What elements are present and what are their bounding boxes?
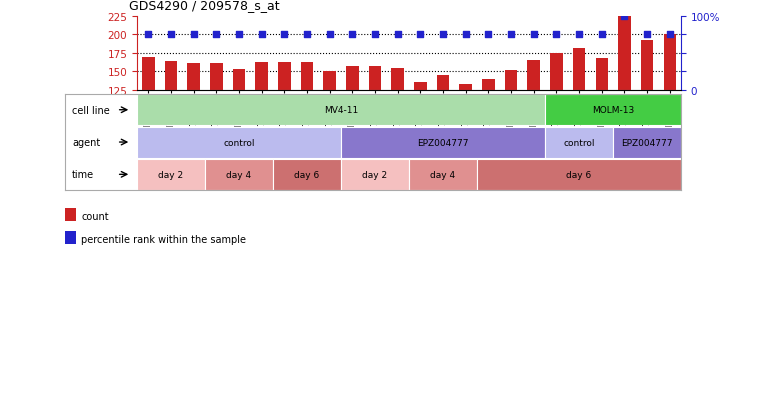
Bar — [137, 95, 545, 126]
Point — [346, 32, 358, 38]
Text: cell line: cell line — [72, 105, 110, 116]
Bar — [618, 17, 631, 91]
Bar — [641, 41, 654, 91]
Point — [505, 32, 517, 38]
Point — [369, 32, 381, 38]
Point — [527, 32, 540, 38]
Bar — [409, 159, 477, 190]
Bar — [341, 159, 409, 190]
Bar — [164, 62, 177, 91]
Bar — [596, 59, 608, 91]
Point — [414, 32, 426, 38]
Point — [187, 32, 199, 38]
Text: day 2: day 2 — [158, 171, 183, 179]
Bar — [505, 71, 517, 91]
Bar — [273, 159, 341, 190]
Text: count: count — [81, 211, 109, 221]
Point — [619, 13, 631, 20]
Bar — [664, 35, 676, 91]
Bar — [137, 159, 205, 190]
Text: day 4: day 4 — [227, 171, 252, 179]
Bar — [301, 63, 314, 91]
Bar — [414, 83, 427, 91]
Bar — [550, 54, 562, 91]
Point — [641, 32, 653, 38]
Point — [142, 32, 154, 38]
Text: time: time — [72, 170, 94, 180]
Point — [550, 32, 562, 38]
Point — [573, 32, 585, 38]
Point — [460, 32, 472, 38]
Bar — [341, 127, 545, 158]
Text: day 2: day 2 — [362, 171, 387, 179]
Bar — [187, 63, 200, 91]
Bar — [545, 95, 681, 126]
Point — [256, 32, 268, 38]
Text: EPZ004777: EPZ004777 — [621, 138, 673, 147]
Bar — [477, 159, 681, 190]
Text: GDS4290 / 209578_s_at: GDS4290 / 209578_s_at — [129, 0, 280, 12]
Bar — [210, 63, 222, 91]
Point — [279, 32, 291, 38]
Text: control: control — [563, 138, 595, 147]
Bar — [460, 85, 472, 91]
Bar — [482, 80, 495, 91]
Point — [323, 32, 336, 38]
Bar — [233, 70, 245, 91]
Text: agent: agent — [72, 138, 100, 148]
Bar — [573, 48, 585, 91]
Bar — [545, 127, 613, 158]
Text: day 4: day 4 — [431, 171, 456, 179]
Bar — [346, 67, 358, 91]
Bar — [278, 63, 291, 91]
Bar — [527, 60, 540, 91]
Point — [437, 32, 449, 38]
Bar — [369, 67, 381, 91]
Text: day 6: day 6 — [295, 171, 320, 179]
Bar — [256, 63, 268, 91]
Bar — [205, 159, 273, 190]
Point — [165, 32, 177, 38]
Bar — [613, 127, 681, 158]
Text: percentile rank within the sample: percentile rank within the sample — [81, 234, 247, 244]
Bar — [142, 57, 154, 91]
Point — [301, 32, 313, 38]
Text: MOLM-13: MOLM-13 — [592, 106, 634, 115]
Text: day 6: day 6 — [566, 171, 592, 179]
Point — [233, 32, 245, 38]
Bar — [137, 127, 341, 158]
Bar — [437, 76, 449, 91]
Text: MV4-11: MV4-11 — [324, 106, 358, 115]
Point — [210, 32, 222, 38]
Point — [664, 32, 676, 38]
Point — [482, 32, 495, 38]
Text: EPZ004777: EPZ004777 — [417, 138, 469, 147]
Point — [392, 32, 404, 38]
Bar — [391, 69, 404, 91]
Point — [596, 32, 608, 38]
Text: control: control — [223, 138, 255, 147]
Bar — [323, 72, 336, 91]
